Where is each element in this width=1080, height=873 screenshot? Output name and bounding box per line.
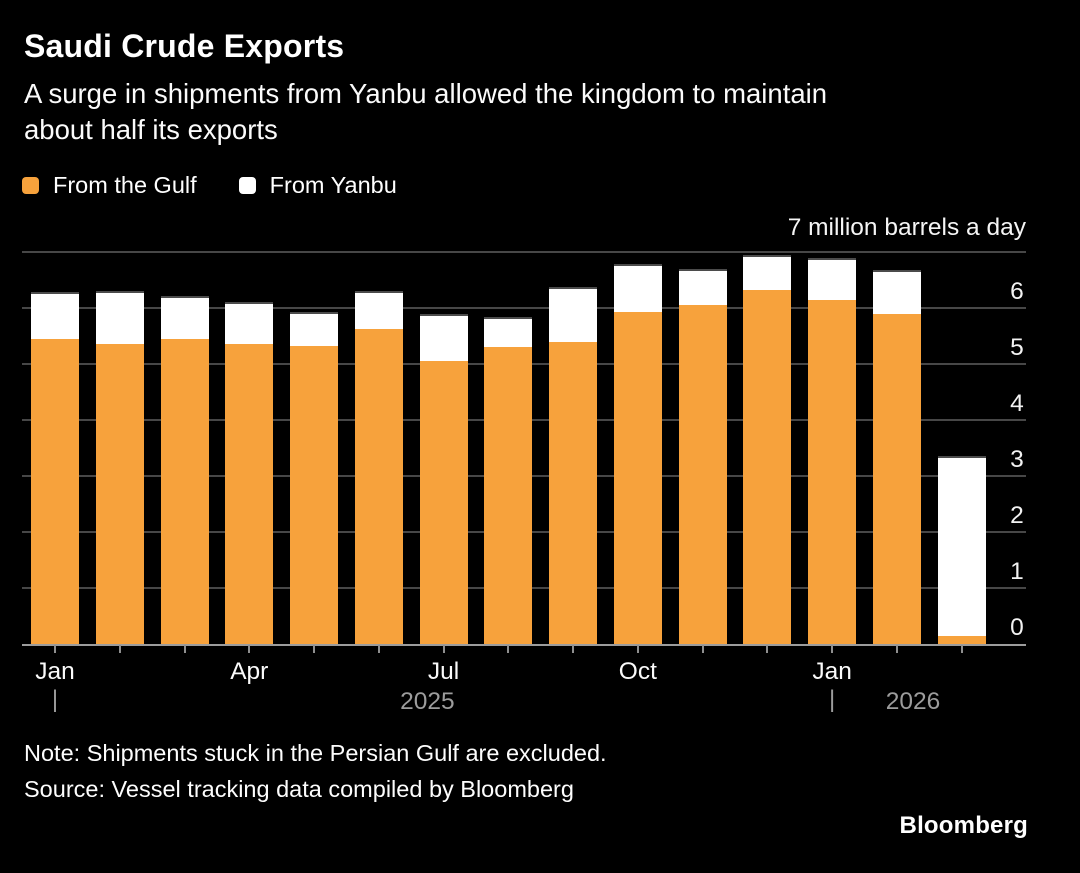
y-axis-label-1: 1 bbox=[1010, 558, 1024, 585]
bar-segment-gulf-feb-2025 bbox=[95, 344, 144, 644]
bar-segment-gulf-jan-2026 bbox=[808, 300, 857, 644]
x-axis-tick-apr-2025 bbox=[248, 645, 251, 653]
x-axis-label-apr-3: Apr bbox=[230, 658, 269, 685]
bar-segment-yanbu-dec-2025 bbox=[743, 254, 792, 291]
bar-segment-gulf-jul-2025 bbox=[419, 361, 468, 644]
gridline-6 bbox=[22, 307, 1026, 309]
bar-segment-yanbu-feb-2026 bbox=[872, 269, 921, 315]
bar-segment-yanbu-oct-2025 bbox=[613, 264, 662, 313]
bar-segment-yanbu-jan-2025 bbox=[31, 291, 79, 339]
subtitle-line-1: A surge in shipments from Yanbu allowed … bbox=[24, 78, 828, 109]
y-axis-label-4: 4 bbox=[1010, 390, 1024, 417]
bar-segment-yanbu-apr-2025 bbox=[225, 301, 274, 345]
bar-segment-yanbu-jan-2026 bbox=[808, 258, 857, 301]
y-axis-label-0: 0 bbox=[1010, 614, 1024, 641]
bar-segment-gulf-sep-2025 bbox=[549, 341, 598, 644]
bar-segment-gulf-dec-2025 bbox=[743, 290, 792, 644]
x-axis-tick-jan-2025 bbox=[54, 645, 56, 653]
legend-item-yanbu: From Yanbu bbox=[238, 172, 397, 199]
legend-label-gulf: From the Gulf bbox=[53, 172, 197, 198]
x-axis-label-jan-0: Jan bbox=[35, 658, 75, 685]
x-axis-tick-aug-2025 bbox=[507, 645, 510, 653]
y-axis-label-6: 6 bbox=[1010, 278, 1024, 305]
x-axis-tick-feb-2026 bbox=[895, 645, 898, 653]
x-axis-label-jul-6: Jul bbox=[427, 658, 460, 685]
x-axis-tick-may-2025 bbox=[313, 645, 316, 653]
bar-segment-gulf-feb-2026 bbox=[872, 314, 921, 644]
bar-segment-yanbu-aug-2025 bbox=[484, 316, 533, 347]
bar-segment-yanbu-nov-2025 bbox=[678, 269, 727, 306]
bar-segment-gulf-apr-2025 bbox=[225, 344, 274, 644]
bloomberg-logo: Bloomberg bbox=[899, 812, 1028, 839]
x-axis-label-jan-12: Jan bbox=[812, 658, 852, 685]
bar-segment-gulf-mar-2026 bbox=[937, 635, 986, 644]
x-axis-label-oct-9: Oct bbox=[618, 658, 657, 685]
x-axis-tick-mar-2026 bbox=[960, 645, 963, 653]
x-axis-tick-jan-2026 bbox=[831, 645, 834, 653]
footnote: Note: Shipments stuck in the Persian Gul… bbox=[24, 740, 607, 766]
x-axis-tick-mar-2025 bbox=[183, 645, 186, 653]
y-axis-label-2: 2 bbox=[1010, 502, 1024, 529]
x-axis-tick-nov-2025 bbox=[701, 645, 704, 653]
gridline-7 bbox=[22, 251, 1026, 253]
bar-segment-yanbu-jul-2025 bbox=[419, 313, 468, 362]
y-axis-unit-label: 7 million barrels a day bbox=[787, 214, 1026, 241]
x-axis-tick-jun-2025 bbox=[377, 645, 380, 653]
page-title: Saudi Crude Exports bbox=[24, 28, 345, 64]
year-start-marker-2026: | bbox=[828, 686, 836, 713]
x-axis-tick-feb-2025 bbox=[118, 645, 121, 653]
bar-segment-gulf-may-2025 bbox=[290, 345, 339, 644]
subtitle-line-2: about half its exports bbox=[24, 114, 278, 145]
bar-segment-gulf-jun-2025 bbox=[354, 329, 403, 644]
x-axis-tick-dec-2025 bbox=[766, 645, 769, 653]
x-axis-baseline bbox=[22, 644, 1026, 646]
y-axis-label-3: 3 bbox=[1010, 446, 1024, 473]
y-axis-label-5: 5 bbox=[1010, 334, 1024, 361]
bar-segment-gulf-mar-2025 bbox=[160, 338, 209, 644]
x-axis-tick-oct-2025 bbox=[636, 645, 639, 653]
bar-segment-yanbu-mar-2026 bbox=[937, 456, 986, 636]
legend-swatch-gulf-icon bbox=[22, 177, 39, 194]
year-label-2025: 2025 bbox=[400, 688, 455, 715]
bar-segment-yanbu-jun-2025 bbox=[354, 290, 403, 330]
x-axis-tick-sep-2025 bbox=[572, 645, 575, 653]
bar-segment-gulf-oct-2025 bbox=[613, 312, 662, 644]
year-start-marker-2025: | bbox=[51, 686, 59, 713]
bar-segment-yanbu-mar-2025 bbox=[160, 295, 209, 339]
bar-segment-gulf-nov-2025 bbox=[678, 305, 727, 644]
source-line: Source: Vessel tracking data compiled by… bbox=[24, 776, 574, 802]
legend-item-gulf: From the Gulf bbox=[22, 172, 197, 199]
legend: From the Gulf From Yanbu bbox=[22, 172, 397, 199]
bar-segment-yanbu-may-2025 bbox=[290, 312, 339, 346]
bar-segment-gulf-aug-2025 bbox=[484, 346, 533, 644]
x-axis-tick-jul-2025 bbox=[442, 645, 445, 653]
legend-swatch-yanbu-icon bbox=[238, 177, 256, 194]
bar-segment-yanbu-sep-2025 bbox=[549, 286, 598, 342]
bar-segment-gulf-jan-2025 bbox=[31, 338, 79, 644]
bar-segment-yanbu-feb-2025 bbox=[95, 290, 144, 345]
legend-label-yanbu: From Yanbu bbox=[269, 172, 397, 198]
year-label-2026: 2026 bbox=[885, 688, 941, 715]
